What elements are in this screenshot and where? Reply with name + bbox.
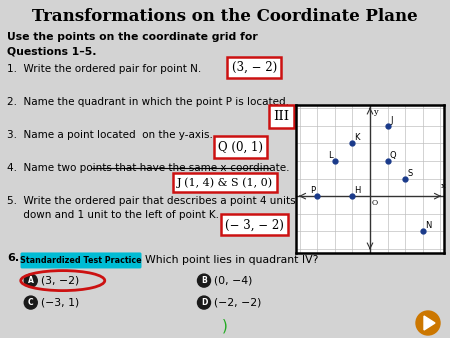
FancyBboxPatch shape <box>21 252 141 268</box>
Text: 2.  Name the quadrant in which the point P is located.: 2. Name the quadrant in which the point … <box>7 97 289 107</box>
Circle shape <box>198 296 211 309</box>
Text: Which point lies in quadrant IV?: Which point lies in quadrant IV? <box>145 255 319 265</box>
Text: N: N <box>425 221 432 231</box>
Text: Questions 1–5.: Questions 1–5. <box>7 46 96 56</box>
Text: P: P <box>310 186 315 195</box>
Text: down and 1 unit to the left of point K.: down and 1 unit to the left of point K. <box>7 210 219 220</box>
Text: J: J <box>390 116 393 125</box>
Text: H: H <box>354 186 360 195</box>
Text: ): ) <box>222 318 228 334</box>
Text: x: x <box>441 182 445 190</box>
Polygon shape <box>424 316 435 330</box>
Text: 5.  Write the ordered pair that describes a point 4 units: 5. Write the ordered pair that describes… <box>7 196 296 206</box>
Text: (−3, 1): (−3, 1) <box>41 297 79 308</box>
Text: 1.  Write the ordered pair for point N.: 1. Write the ordered pair for point N. <box>7 64 201 74</box>
Text: (− 3, − 2): (− 3, − 2) <box>225 218 284 231</box>
Text: (3, −2): (3, −2) <box>41 275 79 286</box>
Circle shape <box>24 296 37 309</box>
Text: (0, −4): (0, −4) <box>214 275 252 286</box>
Text: Q (0, 1): Q (0, 1) <box>218 141 263 153</box>
Text: A: A <box>28 276 34 285</box>
Text: 4.  Name two points that have the same x-coordinate.: 4. Name two points that have the same x-… <box>7 163 289 173</box>
Text: B: B <box>201 276 207 285</box>
Text: 6.: 6. <box>7 253 19 263</box>
Text: Use the points on the coordinate grid for: Use the points on the coordinate grid fo… <box>7 32 258 42</box>
Text: D: D <box>201 298 207 307</box>
Text: L: L <box>328 151 333 160</box>
Text: O: O <box>372 199 378 207</box>
Text: Q: Q <box>390 151 396 160</box>
Circle shape <box>416 311 440 335</box>
Circle shape <box>198 274 211 287</box>
Circle shape <box>24 274 37 287</box>
Text: K: K <box>354 134 359 142</box>
Text: Standardized Test Practice: Standardized Test Practice <box>20 256 142 265</box>
Text: III: III <box>273 110 289 123</box>
Text: (−2, −2): (−2, −2) <box>214 297 261 308</box>
Text: J (1, 4) & S (1, 0): J (1, 4) & S (1, 0) <box>177 177 273 188</box>
Text: y: y <box>373 108 378 116</box>
Text: 3.  Name a point located  on the y-axis.: 3. Name a point located on the y-axis. <box>7 130 213 140</box>
Text: S: S <box>407 169 413 178</box>
Text: (3, − 2): (3, − 2) <box>232 61 277 74</box>
Text: C: C <box>28 298 34 307</box>
Text: Transformations on the Coordinate Plane: Transformations on the Coordinate Plane <box>32 8 418 25</box>
